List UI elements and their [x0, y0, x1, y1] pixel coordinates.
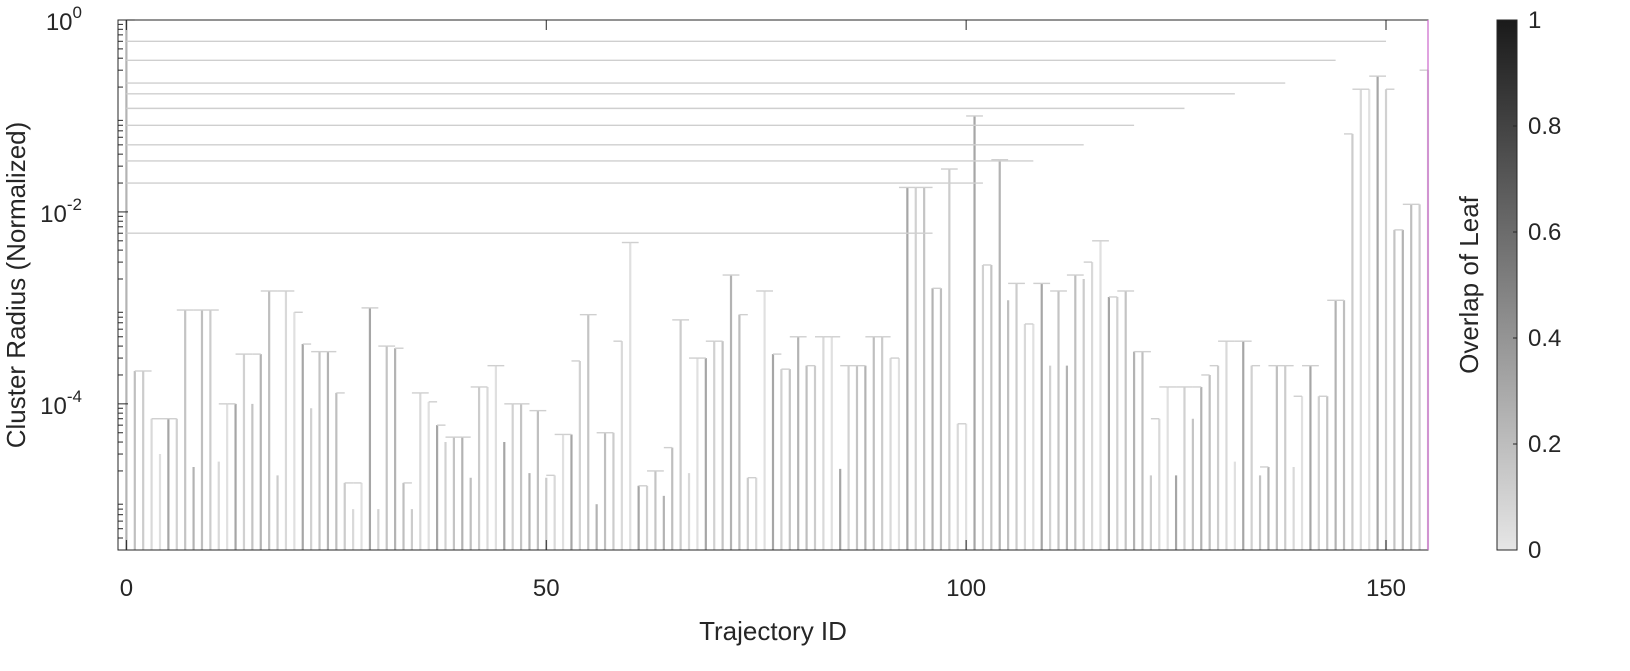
x-tick-label: 50: [533, 575, 560, 602]
x-tick-label: 0: [120, 575, 133, 602]
colorbar-tick-label: 0: [1528, 537, 1541, 564]
y-axis-label: Cluster Radius (Normalized): [1, 122, 31, 449]
x-axis-label: Trajectory ID: [699, 616, 847, 646]
x-tick-label: 100: [946, 575, 986, 602]
colorbar-tick-label: 0.6: [1528, 219, 1561, 246]
x-tick-label: 150: [1366, 575, 1406, 602]
dendrogram-links: [125, 19, 1430, 550]
y-tick-label: 10-4: [40, 387, 82, 420]
colorbar-ticks: 0 0.2 0.4 0.6 0.8 1: [1513, 7, 1561, 564]
colorbar: [1496, 19, 1518, 551]
colorbar-tick-label: 0.2: [1528, 431, 1561, 458]
colorbar-tick-label: 0.8: [1528, 113, 1561, 140]
colorbar-tick-label: 0.4: [1528, 325, 1561, 352]
colorbar-tick-label: 1: [1528, 7, 1541, 34]
x-axis-ticks: 0 50 100 150: [120, 20, 1406, 602]
colorbar-label: Overlap of Leaf: [1454, 195, 1484, 374]
y-tick-label: 100: [46, 3, 82, 36]
y-minor-ticks: [118, 23, 123, 551]
